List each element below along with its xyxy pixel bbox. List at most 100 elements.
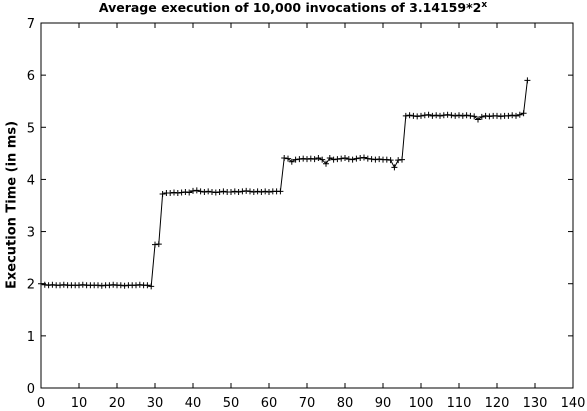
data-point (357, 155, 364, 162)
data-point (45, 282, 52, 289)
data-point (304, 156, 310, 163)
data-point (315, 155, 322, 162)
data-point (307, 155, 314, 162)
data-point (414, 113, 421, 120)
data-point (95, 282, 101, 289)
data-point (478, 113, 485, 120)
data-point (197, 188, 204, 195)
x-tick-label: 80 (337, 396, 354, 411)
x-tick-label: 60 (261, 396, 278, 411)
x-tick-label: 20 (109, 396, 126, 411)
data-point (148, 283, 155, 290)
data-point (110, 281, 117, 288)
data-point (330, 156, 337, 163)
data-point (361, 154, 367, 161)
data-point (133, 282, 139, 289)
data-point (372, 156, 379, 163)
data-point (456, 112, 462, 119)
y-tick-label: 0 (27, 382, 35, 397)
data-point (311, 156, 318, 163)
data-point (144, 282, 151, 289)
data-point (406, 112, 413, 119)
data-point (136, 281, 143, 288)
x-tick-label: 110 (447, 396, 472, 411)
data-point (296, 156, 303, 163)
data-point (440, 112, 447, 119)
data-point (247, 188, 253, 195)
data-point (167, 189, 174, 196)
data-point (300, 155, 307, 162)
data-point (205, 188, 212, 195)
data-point (338, 155, 345, 162)
data-point (448, 112, 455, 119)
chart-title: Average execution of 10,000 invocations … (99, 0, 487, 15)
data-point (364, 155, 371, 162)
data-point (288, 158, 295, 165)
data-point (117, 282, 124, 289)
data-point (497, 113, 504, 120)
x-tick-label: 70 (299, 396, 316, 411)
data-point (106, 282, 113, 289)
data-point (345, 156, 352, 163)
data-point (258, 188, 265, 195)
data-point (79, 281, 86, 288)
data-point (482, 112, 489, 119)
data-point (402, 112, 409, 119)
data-point (486, 113, 493, 120)
data-point (425, 111, 432, 118)
data-line (40, 80, 528, 287)
data-point (505, 112, 512, 119)
plot-frame (40, 22, 574, 389)
data-point (349, 156, 356, 163)
data-point (513, 112, 519, 119)
data-point (155, 241, 162, 248)
data-point (459, 112, 466, 119)
y-axis-label: Execution Time (in ms) (5, 121, 20, 289)
title-text: Average execution of 10,000 invocations … (99, 0, 481, 15)
data-point (216, 188, 223, 195)
x-tick-label: 100 (409, 396, 434, 411)
data-point (387, 157, 394, 164)
data-point (383, 156, 390, 163)
y-tick-label: 6 (27, 69, 35, 84)
data-point (342, 155, 348, 162)
y-tick-label: 4 (27, 173, 35, 188)
y-tick-label: 2 (27, 278, 35, 293)
data-point (57, 282, 63, 289)
data-point (444, 111, 451, 118)
data-point (368, 156, 375, 163)
data-point (49, 281, 56, 288)
data-point (220, 188, 227, 195)
data-point (399, 156, 405, 163)
data-point (193, 187, 200, 194)
x-tick-label: 140 (561, 396, 586, 411)
data-point (494, 112, 500, 119)
data-point (376, 156, 383, 163)
y-tick-label: 5 (27, 121, 35, 136)
data-point (452, 112, 459, 119)
data-point (319, 156, 326, 163)
x-tick-label: 90 (375, 396, 392, 411)
data-point (152, 241, 158, 248)
y-tick-label: 1 (27, 330, 35, 345)
data-point (262, 188, 269, 195)
data-point (429, 112, 436, 119)
x-tick-label: 30 (147, 396, 164, 411)
data-point (509, 112, 516, 119)
x-tick-label: 130 (523, 396, 548, 411)
x-tick-label: 50 (223, 396, 240, 411)
data-point (171, 189, 177, 196)
data-point (243, 187, 250, 194)
data-point (326, 155, 333, 162)
data-point (212, 189, 219, 196)
data-point (516, 111, 523, 118)
data-point (38, 280, 44, 287)
data-point (174, 189, 181, 196)
data-point (98, 282, 105, 289)
data-point (353, 155, 360, 162)
data-point (395, 157, 402, 164)
data-point (190, 187, 196, 194)
data-point (437, 112, 443, 119)
x-tick-label: 0 (37, 396, 45, 411)
